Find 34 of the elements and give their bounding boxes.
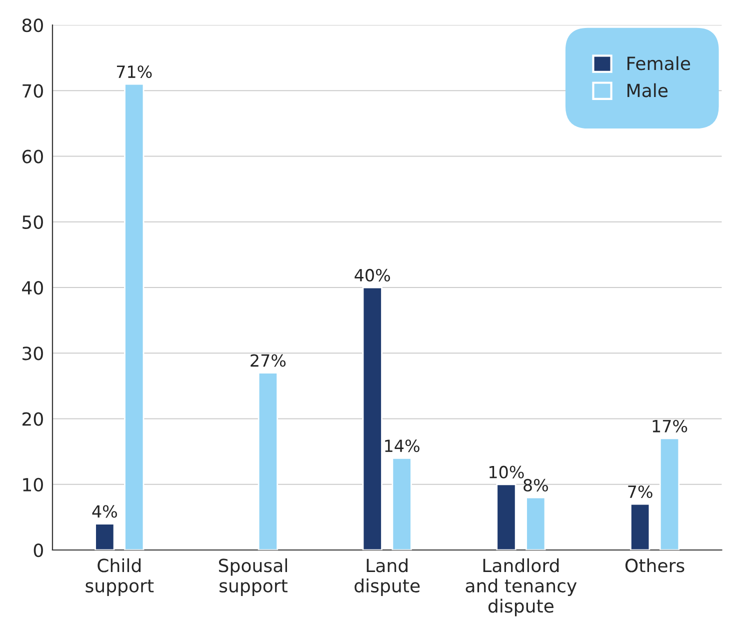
bar xyxy=(496,484,516,550)
y-tick-label: 60 xyxy=(22,150,43,164)
x-tick-label: Land dispute xyxy=(354,558,420,596)
data-label: 17% xyxy=(652,420,688,432)
data-label: 14% xyxy=(385,440,420,452)
y-tick-label: 50 xyxy=(22,215,43,229)
bar xyxy=(124,83,144,550)
x-tick-label: Child support xyxy=(86,558,154,596)
y-tick-label: 10 xyxy=(23,478,43,492)
y-tick-label: 40 xyxy=(22,280,43,295)
y-tick-label: 70 xyxy=(22,84,43,98)
x-tick-label: Spousal support xyxy=(218,558,288,596)
data-label: 71% xyxy=(116,65,152,78)
data-label: 7% xyxy=(628,485,652,498)
data-label: 4% xyxy=(92,505,117,518)
y-tick-label: 0 xyxy=(34,543,43,558)
y-tick-label: 80 xyxy=(22,18,43,32)
y-tick-label: 30 xyxy=(22,346,43,360)
bar xyxy=(362,286,382,550)
bar xyxy=(630,503,650,550)
bar xyxy=(258,372,278,550)
bar xyxy=(526,496,546,550)
bar xyxy=(94,523,115,550)
legend-label: Female xyxy=(628,56,690,70)
data-label: 8% xyxy=(524,478,548,492)
x-tick-label: Landlord and tenancy dispute xyxy=(466,558,577,616)
x-tick-label: Others xyxy=(625,558,684,572)
data-label: 10% xyxy=(490,466,524,478)
bar xyxy=(392,457,412,550)
data-label: 27% xyxy=(250,354,286,367)
bar xyxy=(659,438,680,550)
data-label: 40% xyxy=(354,268,390,282)
legend-label: Male xyxy=(628,83,668,98)
y-tick-label: 20 xyxy=(22,412,43,426)
